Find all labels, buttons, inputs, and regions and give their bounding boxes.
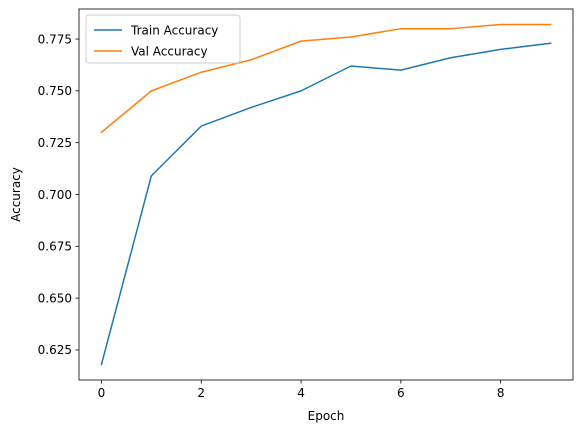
x-tick-label: 4 bbox=[297, 386, 305, 400]
y-axis-label: Accuracy bbox=[9, 167, 23, 222]
tick-layer: 0 2 4 6 8 0.625 0.650 0.675 0.700 0.725 0.750 0.775 bbox=[38, 32, 505, 400]
x-tick-label: 2 bbox=[197, 386, 205, 400]
x-tick-label: 6 bbox=[397, 386, 405, 400]
y-tick-label: 0.750 bbox=[38, 84, 72, 98]
x-axis-label: Epoch bbox=[308, 409, 345, 423]
plot-area bbox=[79, 9, 573, 380]
y-tick-label: 0.725 bbox=[38, 136, 72, 150]
series-layer bbox=[100, 23, 552, 366]
legend: Train Accuracy Val Accuracy bbox=[85, 14, 241, 64]
series-line-train-accuracy bbox=[100, 42, 552, 366]
y-tick-label: 0.775 bbox=[38, 32, 72, 46]
y-tick-label: 0.700 bbox=[38, 188, 72, 202]
x-tick-label: 0 bbox=[98, 386, 106, 400]
y-tick-label: 0.650 bbox=[38, 291, 72, 305]
series-line-val-accuracy bbox=[100, 23, 552, 134]
y-tick-label: 0.675 bbox=[38, 240, 72, 254]
legend-label-val-accuracy: Val Accuracy bbox=[131, 44, 208, 58]
x-tick-label: 8 bbox=[497, 386, 505, 400]
legend-label-train-accuracy: Train Accuracy bbox=[130, 23, 218, 37]
legend-box bbox=[85, 14, 241, 64]
y-tick-label: 0.625 bbox=[38, 343, 72, 357]
plot-background bbox=[79, 9, 573, 380]
